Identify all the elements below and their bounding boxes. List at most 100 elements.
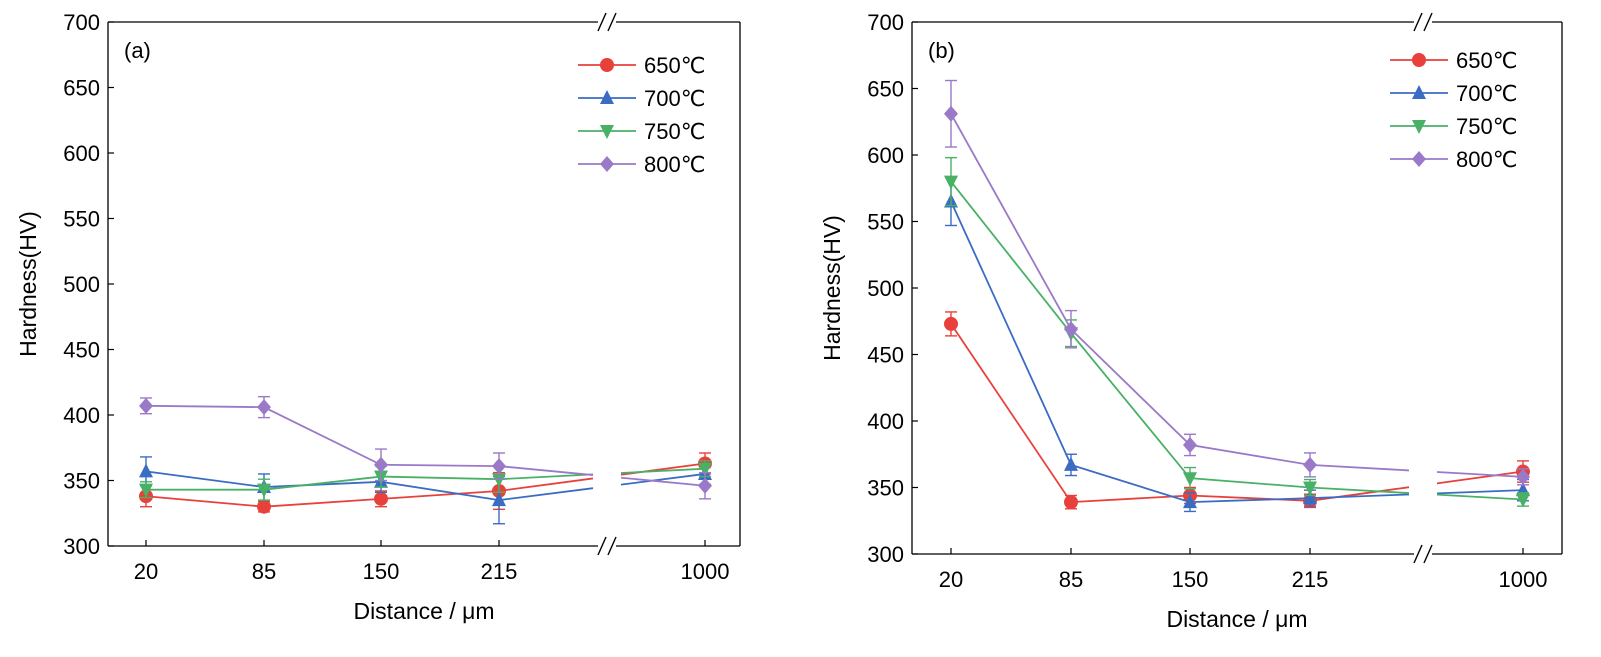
x-tick-label: 85 <box>1059 567 1083 592</box>
legend-label: 650℃ <box>644 53 705 78</box>
legend-item: 800℃ <box>578 152 705 177</box>
legend-marker <box>1412 53 1426 67</box>
legend-item: 750℃ <box>1390 114 1517 139</box>
data-point <box>139 397 153 414</box>
chart-panel-1: 300 350 400 450 500 550 600 650 700 20 85 150 215 100… <box>819 10 1563 632</box>
legend-item: 650℃ <box>1390 48 1517 73</box>
series-1 <box>944 176 1530 513</box>
data-point <box>139 483 153 498</box>
series-line <box>950 113 1410 472</box>
legend-label: 750℃ <box>1456 114 1517 139</box>
axis-break-mark <box>607 12 617 32</box>
x-tick-label: 1000 <box>1499 567 1548 592</box>
legend-item: 700℃ <box>1390 81 1517 106</box>
series-line <box>1436 471 1524 478</box>
data-point <box>492 458 506 475</box>
legend-marker <box>1412 85 1426 99</box>
panel-label: (b) <box>928 38 955 63</box>
legend-label: 650℃ <box>1456 48 1517 73</box>
series-line <box>145 404 594 476</box>
legend-marker <box>600 90 614 104</box>
y-tick-label: 400 <box>63 403 100 428</box>
x-axis-title: Distance / μm <box>353 598 494 624</box>
series-line <box>950 201 1410 504</box>
series-line <box>1436 493 1524 501</box>
x-axis-title: Distance / μm <box>1166 606 1307 632</box>
y-tick-label: 650 <box>63 76 100 101</box>
series-3 <box>139 395 712 500</box>
data-point <box>698 462 712 477</box>
legend: 650℃ 700℃ 750℃ 800℃ <box>1390 48 1517 172</box>
x-tick-label: 150 <box>1172 567 1209 592</box>
data-point <box>1303 481 1317 496</box>
series-line <box>620 467 706 474</box>
legend-label: 800℃ <box>1456 147 1517 172</box>
x-tick-label: 20 <box>134 559 158 584</box>
y-tick-label: 400 <box>867 409 904 434</box>
y-tick-label: 500 <box>63 272 100 297</box>
axis-break-mark <box>1423 544 1433 564</box>
data-point <box>1183 436 1197 453</box>
axis-break-mark <box>597 12 607 32</box>
legend-marker <box>1412 120 1426 134</box>
y-tick-label: 700 <box>867 10 904 35</box>
data-point <box>1064 321 1078 338</box>
series-2 <box>139 460 712 501</box>
series-line <box>1436 470 1524 485</box>
y-tick-label: 550 <box>63 207 100 232</box>
data-point <box>257 499 271 514</box>
y-tick-label: 450 <box>867 343 904 368</box>
y-tick-label: 500 <box>867 276 904 301</box>
data-point <box>698 477 712 494</box>
x-tick-label: 150 <box>363 559 400 584</box>
axis-break-mark <box>1423 12 1433 32</box>
data-point <box>1183 472 1197 487</box>
data-point <box>1303 490 1317 505</box>
data-point <box>257 483 271 498</box>
data-point <box>944 175 958 190</box>
data-point <box>492 473 506 488</box>
series-2 <box>944 156 1530 508</box>
series-0 <box>944 311 1530 510</box>
chart-panel-0: 300 350 400 450 500 550 600 650 700 20 85 150 215 100… <box>15 10 741 624</box>
series-line <box>1436 489 1524 495</box>
series-line <box>950 181 1410 494</box>
legend: 650℃ 700℃ 750℃ 800℃ <box>578 53 705 177</box>
data-point <box>139 463 153 478</box>
axis-break-mark <box>597 536 607 556</box>
data-point <box>492 492 506 507</box>
data-point <box>1516 493 1530 508</box>
y-tick-label: 450 <box>63 338 100 363</box>
legend-marker <box>600 58 614 72</box>
legend-label: 750℃ <box>644 119 705 144</box>
y-tick-label: 300 <box>867 542 904 567</box>
data-point <box>1064 456 1078 471</box>
legend-label: 700℃ <box>1456 81 1517 106</box>
data-point <box>1516 468 1530 485</box>
x-tick-label: 85 <box>252 559 276 584</box>
data-point <box>1064 495 1078 510</box>
legend-label: 700℃ <box>644 86 705 111</box>
data-point <box>944 316 958 331</box>
y-axis-title: Hardness(HV) <box>819 215 845 361</box>
data-point <box>374 456 388 473</box>
x-tick-label: 1000 <box>681 559 730 584</box>
series-line <box>620 473 706 486</box>
legend-label: 800℃ <box>644 152 705 177</box>
x-tick-label: 215 <box>481 559 518 584</box>
y-tick-label: 650 <box>867 77 904 102</box>
axis-break-mark <box>1413 544 1423 564</box>
axis-break-mark <box>607 536 617 556</box>
legend-marker <box>1412 151 1426 167</box>
legend-marker <box>600 125 614 139</box>
y-tick-label: 550 <box>867 210 904 235</box>
y-tick-label: 300 <box>63 534 100 559</box>
series-line <box>620 476 706 487</box>
x-tick-label: 215 <box>1292 567 1329 592</box>
legend-item: 800℃ <box>1390 147 1517 172</box>
y-tick-label: 700 <box>63 10 100 35</box>
y-tick-label: 600 <box>867 143 904 168</box>
y-tick-label: 350 <box>867 476 904 501</box>
